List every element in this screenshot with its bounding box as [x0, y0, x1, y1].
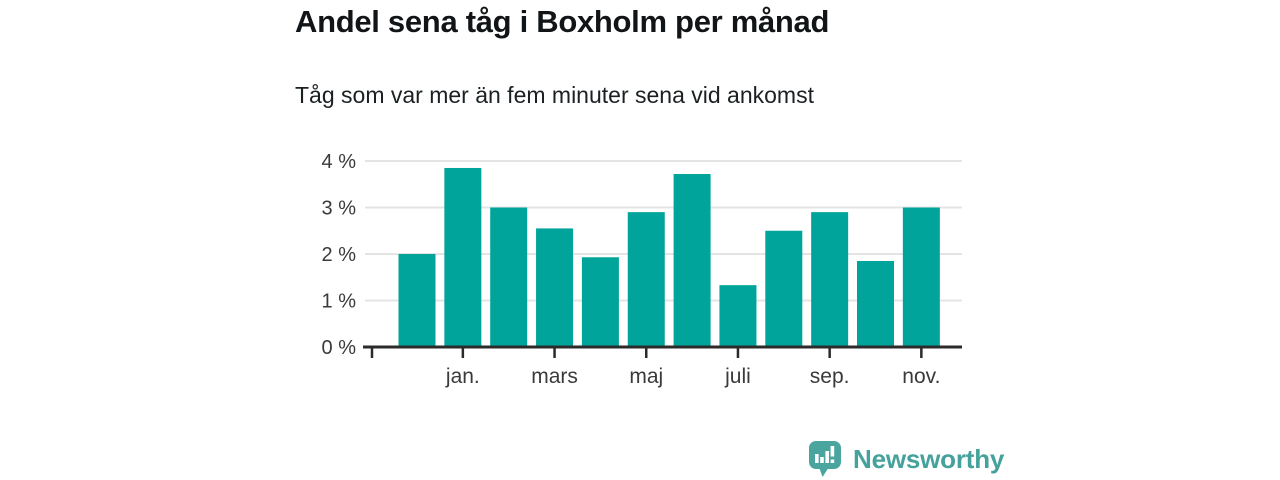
y-tick-label: 0 % [322, 337, 357, 359]
y-tick-label: 3 % [322, 198, 357, 220]
x-tick-label: juli [724, 365, 751, 388]
y-tick-label: 1 % [322, 291, 357, 313]
bar-6 [673, 174, 711, 347]
bar-7 [719, 285, 757, 347]
newsworthy-icon [809, 441, 841, 477]
y-tick-label: 2 % [322, 244, 357, 266]
bar-8 [765, 230, 803, 347]
bar-5 [627, 212, 665, 347]
y-tick-label: 4 % [322, 151, 357, 173]
bar-4 [581, 257, 619, 347]
mini-bar-chart-glyph [815, 446, 835, 463]
newsworthy-logo-text: Newsworthy [853, 443, 1005, 474]
bar-2 [490, 207, 528, 347]
x-tick-label: maj [629, 365, 663, 388]
bar-1 [444, 167, 482, 347]
bar-chart: 0 % 1 % 2 % 3 % 4 % jan. mars maj juli sep. nov. [322, 151, 962, 388]
bar-11 [902, 207, 940, 347]
x-tick-label: sep. [810, 365, 850, 388]
x-tick-label: mars [531, 365, 578, 388]
x-tick-label: jan. [445, 365, 480, 388]
bar-0 [398, 254, 436, 347]
bar-9 [811, 212, 849, 347]
speech-bubble-shape [809, 441, 841, 477]
chart-subtitle: Tåg som var mer än fem minuter sena vid … [295, 82, 814, 108]
chart-title: Andel sena tåg i Boxholm per månad [295, 4, 830, 39]
bar-10 [857, 260, 894, 347]
newsworthy-logo[interactable]: Newsworthy [808, 440, 1004, 478]
bar-3 [536, 228, 574, 347]
x-tick-label: nov. [902, 365, 940, 388]
